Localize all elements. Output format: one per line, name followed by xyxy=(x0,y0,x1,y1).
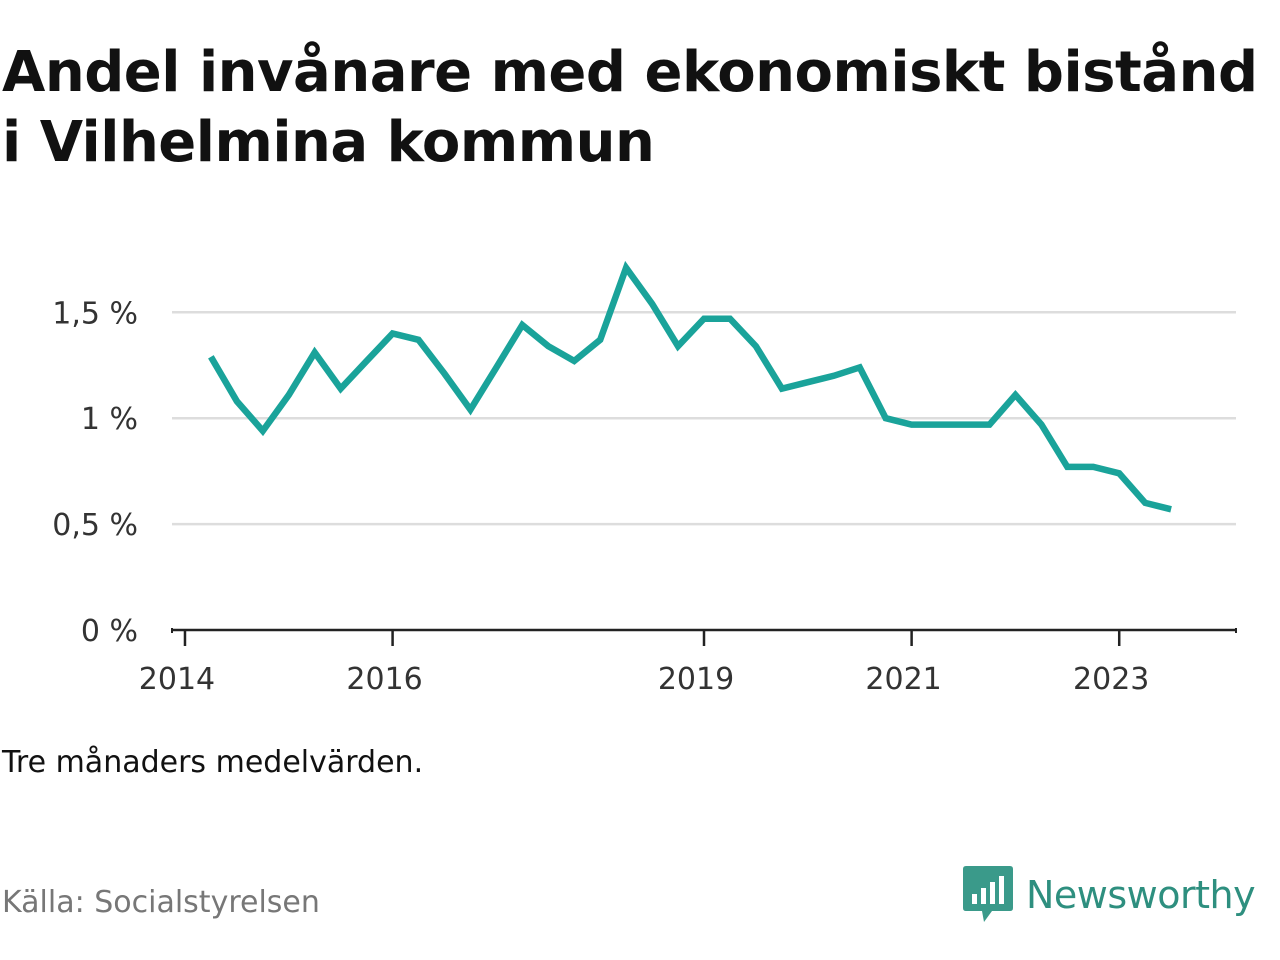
series-line-group xyxy=(208,260,1172,513)
x-axis: 2014 2016 2019 2021 2023 xyxy=(139,628,1237,697)
brand-name: Newsworthy xyxy=(1026,873,1256,917)
x-tick-label: 2021 xyxy=(865,662,941,697)
source-text: Källa: Socialstyrelsen xyxy=(2,885,320,920)
y-tick-label: 0,5 % xyxy=(52,508,138,543)
grid-lines xyxy=(172,311,1236,526)
chart-title: Andel invånare med ekonomiskt bistånd i … xyxy=(2,40,1258,175)
y-tick-label: 1,5 % xyxy=(52,296,138,331)
y-tick-label: 1 % xyxy=(81,402,138,437)
x-tick-label: 2016 xyxy=(346,662,422,697)
y-axis-labels: 0 % 0,5 % 1 % 1,5 % xyxy=(52,296,138,649)
x-tick-label: 2014 xyxy=(139,662,215,697)
line-chart: 2014 2016 2019 2021 2023 0 % 0,5 % 1 % 1,5 % xyxy=(52,260,1237,697)
x-tick-label: 2019 xyxy=(658,662,734,697)
y-tick-label: 0 % xyxy=(81,614,138,649)
x-tick-label: 2023 xyxy=(1073,662,1149,697)
newsworthy-bar-chart-bubble-icon xyxy=(963,866,1013,922)
series-line xyxy=(208,260,1172,513)
chart-note: Tre månaders medelvärden. xyxy=(2,745,424,780)
brand-logo: Newsworthy xyxy=(962,862,1256,928)
